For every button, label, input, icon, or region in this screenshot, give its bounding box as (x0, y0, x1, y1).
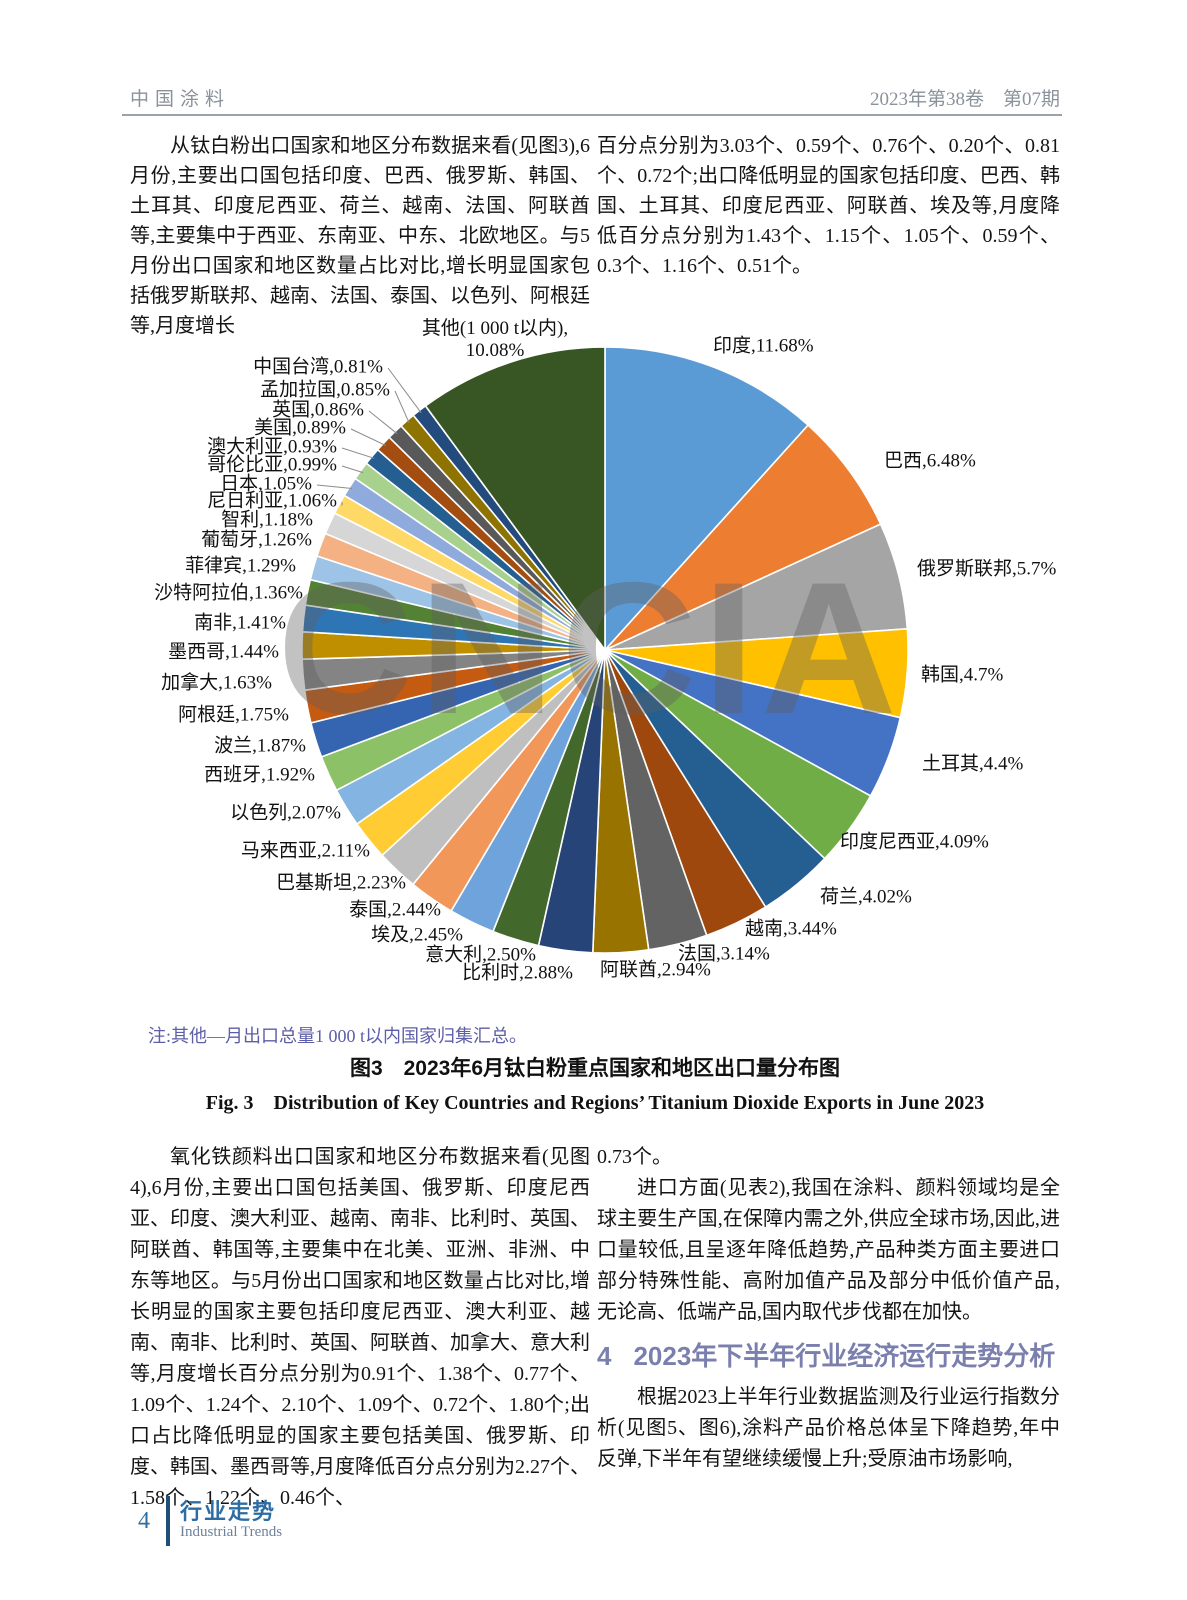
pie-slice-印度 (604, 346, 810, 653)
figure-caption-zh: 图3 2023年6月钛白粉重点国家和地区出口量分布图 (349, 1057, 841, 1080)
pie-label-巴基斯坦: 巴基斯坦,2.23% (276, 871, 406, 893)
pie-label-加拿大: 加拿大,1.63% (161, 670, 272, 693)
pie-label-墨西哥: 墨西哥,1.44% (168, 641, 279, 662)
pie-slice-其他(1 000 t以内) (424, 346, 606, 653)
pie-label-南非: 南非,1.41% (194, 611, 286, 633)
pie-label-印度尼西亚: 印度尼西亚,4.09% (840, 830, 989, 852)
pie-label-葡萄牙: 葡萄牙,1.26% (201, 528, 312, 550)
pie-label-巴西: 巴西,6.48% (884, 450, 976, 471)
paragraph-iron-oxide-exports: 氧化铁颜料出口国家和地区分布数据来看(见图4),6月份,主要出口国包括美国、俄罗… (130, 1146, 590, 1509)
pie-label-以色列: 以色列,2.07% (230, 801, 341, 823)
footer-column-zh: 行业走势 (180, 1499, 277, 1524)
pie-label-法国: 法国,3.14% (678, 942, 770, 964)
pie-label-哥伦比亚: 哥伦比亚,0.99% (207, 453, 337, 475)
pie-leader-line (316, 484, 353, 489)
pie-chart-svg: 印度,11.68% 巴西,6.48% 俄罗斯联邦,5.7% 韩国,4.7% 土耳其,4.… (154, 318, 1057, 983)
pie-label-澳大利亚: 澳大利亚,0.93% (207, 435, 337, 457)
pie-label-阿根廷: 阿根廷,1.75% (178, 703, 289, 725)
pie-label-英国: 英国,0.86% (272, 398, 364, 420)
pie-leader-line (368, 410, 398, 435)
pie-label-印度: 印度,11.68% (713, 334, 814, 356)
pie-label-尼日利亚: 尼日利亚,1.06% (207, 489, 337, 511)
footer-bar (166, 1496, 170, 1546)
pie-label-越南: 越南,3.44% (745, 917, 837, 939)
pie-label-其他(1 000 t以内): 其他(1 000 t以内), 10.08% (422, 318, 568, 361)
pie-label-沙特阿拉伯: 沙特阿拉伯,1.36% (154, 581, 303, 603)
paragraph-iron-oxide-cont: 0.73个。 (597, 1146, 672, 1168)
issue-info: 2023年第38卷 第07期 (869, 89, 1060, 110)
pie-chart-figure3: 印度,11.68% 巴西,6.48% 俄罗斯联邦,5.7% 韩国,4.7% 土耳其,4.… (130, 318, 1060, 1010)
column-top-left: 从钛白粉出口国家和地区分布数据来看(见图3),6月份,主要出口国包括印度、巴西、… (130, 131, 590, 341)
pie-leader-line (394, 390, 410, 424)
column-bottom-left: 氧化铁颜料出口国家和地区分布数据来看(见图4),6月份,主要出口国包括美国、俄罗… (130, 1142, 590, 1514)
column-bottom-right: 0.73个。 进口方面(见表2),我国在涂料、颜料领域均是全球主要生产国,在保障… (597, 1142, 1060, 1475)
paragraph-tio2-exports: 从钛白粉出口国家和地区分布数据来看(见图3),6月份,主要出口国包括印度、巴西、… (130, 135, 590, 337)
pie-label-意大利: 意大利,2.50% (425, 943, 536, 965)
pie-leader-line (350, 428, 386, 446)
pie-label-波兰: 波兰,1.87% (214, 734, 306, 756)
pie-label-土耳其: 土耳其,4.4% (922, 752, 1024, 774)
pie-label-韩国: 韩国,4.7% (921, 663, 1004, 685)
pie-label-马来西亚: 马来西亚,2.11% (241, 839, 370, 861)
section-title: 2023年下半年行业经济运行走势分析 (633, 1341, 1056, 1371)
pie-slice-巴西 (604, 423, 882, 651)
pie-label-美国: 美国,0.89% (254, 416, 346, 438)
pie-leader-line (341, 447, 375, 459)
figure-caption-en: Fig. 3 Distribution of Key Countries and… (205, 1092, 985, 1114)
header-rule (122, 114, 1062, 116)
pie-leader-line (387, 367, 422, 414)
figure-note: 注:其他—月出口总量1 000 t以内国家归集汇总。 (148, 1026, 528, 1046)
column-top-right: 百分点分别为3.03个、0.59个、0.76个、0.20个、0.81个、0.72… (597, 131, 1060, 281)
paragraph-imports: 进口方面(见表2),我国在涂料、颜料领域均是全球主要生产国,在保障内需之外,供应… (597, 1177, 1060, 1323)
pie-label-埃及: 埃及,2.45% (371, 923, 463, 945)
paragraph-tio2-exports-cont: 百分点分别为3.03个、0.59个、0.76个、0.20个、0.81个、0.72… (597, 135, 1060, 277)
page-number: 4 (138, 1508, 150, 1534)
section-heading: 4 2023年下半年行业经济运行走势分析 (597, 1338, 1060, 1374)
pie-leader-line (341, 465, 364, 474)
pie-label-中国台湾: 中国台湾,0.81% (253, 355, 383, 377)
pie-label-俄罗斯联邦: 俄罗斯联邦,5.7% (917, 557, 1057, 579)
pie-label-泰国: 泰国,2.44% (349, 898, 441, 920)
pie-label-日本: 日本,1.05% (220, 472, 312, 494)
pie-label-智利: 智利,1.18% (221, 508, 313, 530)
pie-label-孟加拉国: 孟加拉国,0.85% (260, 378, 390, 400)
footer-column-en: Industrial Trends (180, 1524, 283, 1540)
paragraph-outlook: 根据2023上半年行业数据监测及行业运行指数分析(见图5、图6),涂料产品价格总… (597, 1386, 1060, 1470)
pie-label-西班牙: 西班牙,1.92% (204, 763, 315, 785)
pie-label-阿联酋: 阿联酋,2.94% (600, 958, 711, 980)
section-number: 4 (597, 1341, 612, 1371)
pie-label-比利时: 比利时,2.88% (462, 961, 573, 983)
journal-name: 中国涂料 (130, 89, 231, 110)
pie-label-荷兰: 荷兰,4.02% (820, 885, 912, 907)
pie-label-菲律宾: 菲律宾,1.29% (185, 554, 296, 576)
